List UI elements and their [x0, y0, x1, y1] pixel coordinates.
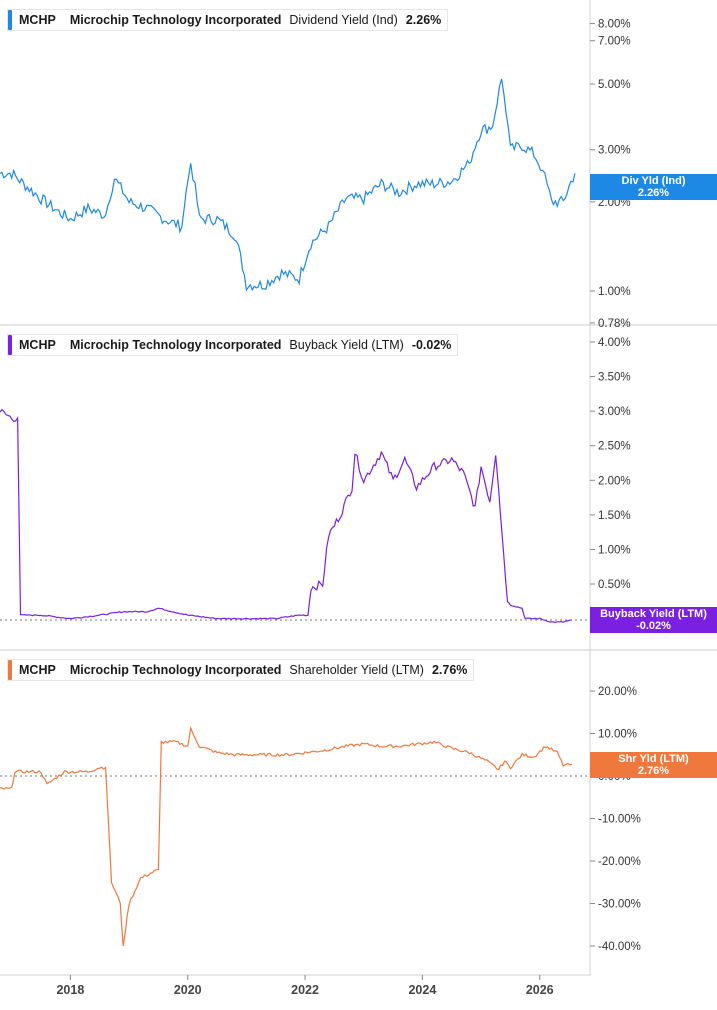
y-tick-label: 1.00%: [598, 286, 631, 298]
y-tick-label: 2.00%: [598, 475, 631, 487]
legend-metric: Dividend Yield (Ind): [289, 13, 398, 27]
y-tick-label: 5.00%: [598, 79, 631, 91]
y-tick-label: 1.00%: [598, 544, 631, 556]
legend-swatch-1: [8, 10, 12, 30]
flag-label: Buyback Yield (LTM): [600, 608, 707, 620]
legend-panel-2: MCHP Microchip Technology Incorporated B…: [7, 334, 459, 356]
flag-label: Div Yld (Ind): [621, 175, 686, 187]
x-tick-label: 2026: [526, 983, 554, 997]
last-value-flag-2: Buyback Yield (LTM) -0.02%: [590, 607, 717, 633]
flag-value: 2.76%: [637, 765, 670, 777]
legend-panel-1: MCHP Microchip Technology Incorporated D…: [7, 9, 449, 31]
legend-metric: Buyback Yield (LTM): [289, 338, 404, 352]
legend-value: -0.02%: [411, 338, 452, 352]
y-tick-label: 20.00%: [598, 686, 637, 698]
y-tick-label: 3.00%: [598, 145, 631, 157]
y-tick-label: 8.00%: [598, 19, 631, 31]
series-line: [0, 408, 573, 624]
series-line: [0, 78, 576, 292]
legend-ticker: MCHP: [19, 338, 56, 352]
flag-value: 2.26%: [637, 187, 670, 199]
y-tick-label: 3.00%: [598, 406, 631, 418]
y-tick-label: 3.50%: [598, 372, 631, 384]
y-tick-label: 1.50%: [598, 510, 631, 522]
flag-value: -0.02%: [636, 620, 671, 632]
x-tick-label: 2024: [408, 983, 436, 997]
legend-value: 2.76%: [431, 663, 468, 677]
legend-company: Microchip Technology Incorporated: [69, 338, 282, 352]
y-tick-label: 0.50%: [598, 579, 631, 591]
legend-company: Microchip Technology Incorporated: [69, 13, 282, 27]
last-value-flag-1: Div Yld (Ind) 2.26%: [590, 174, 717, 200]
legend-panel-3: MCHP Microchip Technology Incorporated S…: [7, 659, 475, 681]
y-tick-label: 10.00%: [598, 729, 637, 741]
legend-swatch-3: [8, 660, 12, 680]
legend-company: Microchip Technology Incorporated: [69, 663, 282, 677]
y-tick-label: 0.78%: [598, 318, 631, 330]
y-tick-label: 4.00%: [598, 337, 631, 349]
legend-metric: Shareholder Yield (LTM): [289, 663, 424, 677]
x-tick-label: 2022: [291, 983, 319, 997]
y-tick-label: -20.00%: [598, 856, 641, 868]
y-tick-label: 2.50%: [598, 441, 631, 453]
y-tick-label: 7.00%: [598, 36, 631, 48]
legend-value: 2.26%: [405, 13, 442, 27]
x-tick-label: 2018: [56, 983, 84, 997]
legend-ticker: MCHP: [19, 13, 56, 27]
last-value-flag-3: Shr Yld (LTM) 2.76%: [590, 752, 717, 778]
legend-ticker: MCHP: [19, 663, 56, 677]
series-line: [0, 726, 573, 947]
legend-swatch-2: [8, 335, 12, 355]
y-tick-label: -10.00%: [598, 814, 641, 826]
y-tick-label: -40.00%: [598, 941, 641, 953]
flag-label: Shr Yld (LTM): [618, 753, 689, 765]
y-tick-label: -30.00%: [598, 899, 641, 911]
x-tick-label: 2020: [174, 983, 202, 997]
